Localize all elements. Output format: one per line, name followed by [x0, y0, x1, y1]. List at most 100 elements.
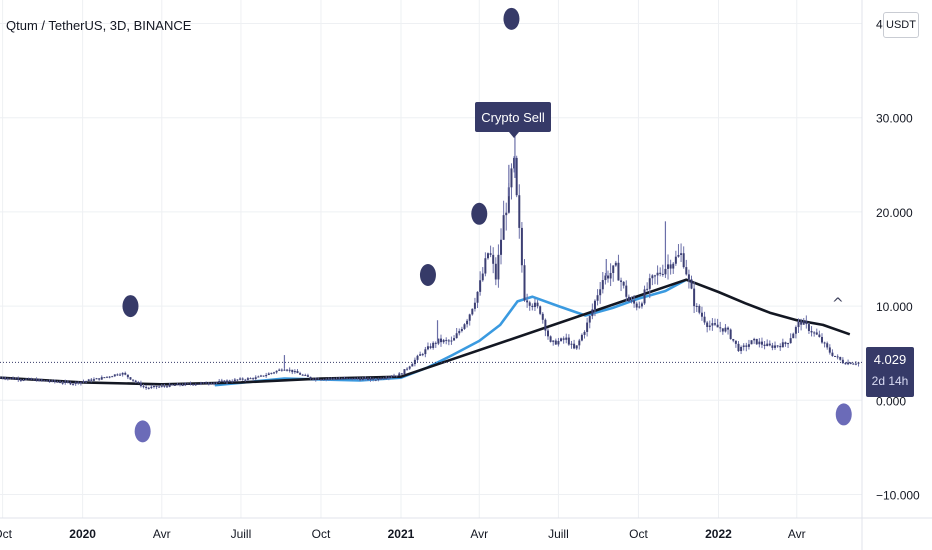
candle-body	[116, 374, 119, 376]
candle-body	[669, 264, 672, 269]
candle-body	[740, 346, 743, 352]
candle	[471, 308, 474, 316]
candle	[152, 384, 155, 389]
candle	[753, 337, 756, 344]
candle	[468, 313, 471, 326]
candle	[533, 298, 536, 311]
candle	[604, 272, 607, 285]
candle-body	[841, 359, 844, 364]
candle-body	[145, 386, 148, 389]
candle	[573, 339, 576, 350]
candle	[653, 274, 656, 285]
candle	[617, 254, 620, 281]
candle	[562, 336, 565, 344]
candle-body	[693, 288, 696, 307]
candle	[95, 377, 98, 380]
symbol-title[interactable]: Qtum / TetherUS, 3D, BINANCE	[6, 18, 192, 33]
candle	[353, 377, 356, 380]
candle-body	[356, 378, 359, 380]
candle	[22, 378, 25, 382]
candle	[207, 382, 210, 386]
candle	[633, 295, 636, 308]
candle-body	[570, 343, 573, 345]
scroll-up-caret-icon[interactable]: ^	[832, 296, 844, 312]
sell-signal-marker	[503, 7, 520, 30]
candle	[283, 368, 286, 371]
candle	[359, 377, 362, 382]
candle-body	[48, 381, 51, 383]
candle	[150, 384, 153, 390]
candle	[596, 289, 599, 306]
candle	[270, 372, 273, 375]
candle-body	[635, 303, 638, 308]
candle-body	[139, 382, 142, 387]
candle-body	[6, 378, 9, 380]
candle-body	[450, 340, 453, 342]
candle	[703, 311, 706, 325]
currency-button[interactable]: USDT	[883, 12, 919, 38]
candle	[173, 384, 176, 386]
candle	[820, 333, 823, 344]
candle	[539, 305, 542, 316]
candle-body	[719, 327, 722, 329]
candle	[774, 341, 777, 350]
candle	[661, 264, 664, 277]
candle-body	[12, 377, 15, 380]
candle-body	[586, 322, 589, 332]
candle	[760, 337, 763, 349]
candle	[460, 326, 463, 333]
candle	[419, 351, 422, 356]
candle	[92, 377, 95, 382]
candle-body	[653, 275, 656, 277]
candle-body	[343, 377, 346, 379]
candle-body	[779, 345, 782, 348]
candle-body	[207, 383, 210, 385]
candle-body	[682, 253, 685, 268]
candle-body	[124, 372, 127, 375]
candle	[66, 380, 69, 384]
candle-body	[9, 377, 12, 379]
candle-body	[831, 352, 834, 356]
candle-body	[108, 376, 111, 378]
candle-body	[432, 342, 435, 348]
candle-body	[453, 338, 456, 341]
candle	[288, 367, 291, 373]
candle	[805, 315, 808, 329]
candle-body	[270, 372, 273, 374]
candle-body	[807, 324, 810, 331]
candle	[813, 331, 816, 337]
candle	[458, 328, 461, 336]
candle-body	[781, 342, 784, 348]
candle	[105, 376, 108, 379]
candle	[601, 271, 604, 294]
candle-body	[22, 379, 25, 381]
candle-body	[35, 379, 38, 382]
candle-body	[500, 239, 503, 255]
candle	[199, 381, 202, 386]
candle	[674, 250, 677, 266]
candle-body	[155, 386, 158, 388]
candle	[322, 378, 325, 381]
candle	[400, 372, 403, 375]
candle-body	[299, 373, 302, 375]
candle	[745, 342, 748, 352]
candle-body	[826, 343, 829, 348]
candle	[713, 318, 716, 327]
candle	[625, 280, 628, 302]
candle	[335, 377, 338, 381]
candle-body	[179, 383, 182, 386]
candle	[291, 369, 294, 375]
candle	[176, 382, 179, 386]
candle-body	[134, 380, 137, 383]
candle	[839, 356, 842, 361]
candle-body	[758, 341, 761, 345]
candle	[693, 281, 696, 314]
candle	[192, 383, 195, 386]
candle	[327, 377, 330, 381]
time-axis[interactable]: Oct 2020 Avr Juill Oct 2021 Avr Juill Oct 2022 Avr	[0, 527, 806, 541]
candle-body	[792, 333, 795, 339]
candle-body	[351, 378, 354, 380]
candle-body	[486, 253, 489, 259]
